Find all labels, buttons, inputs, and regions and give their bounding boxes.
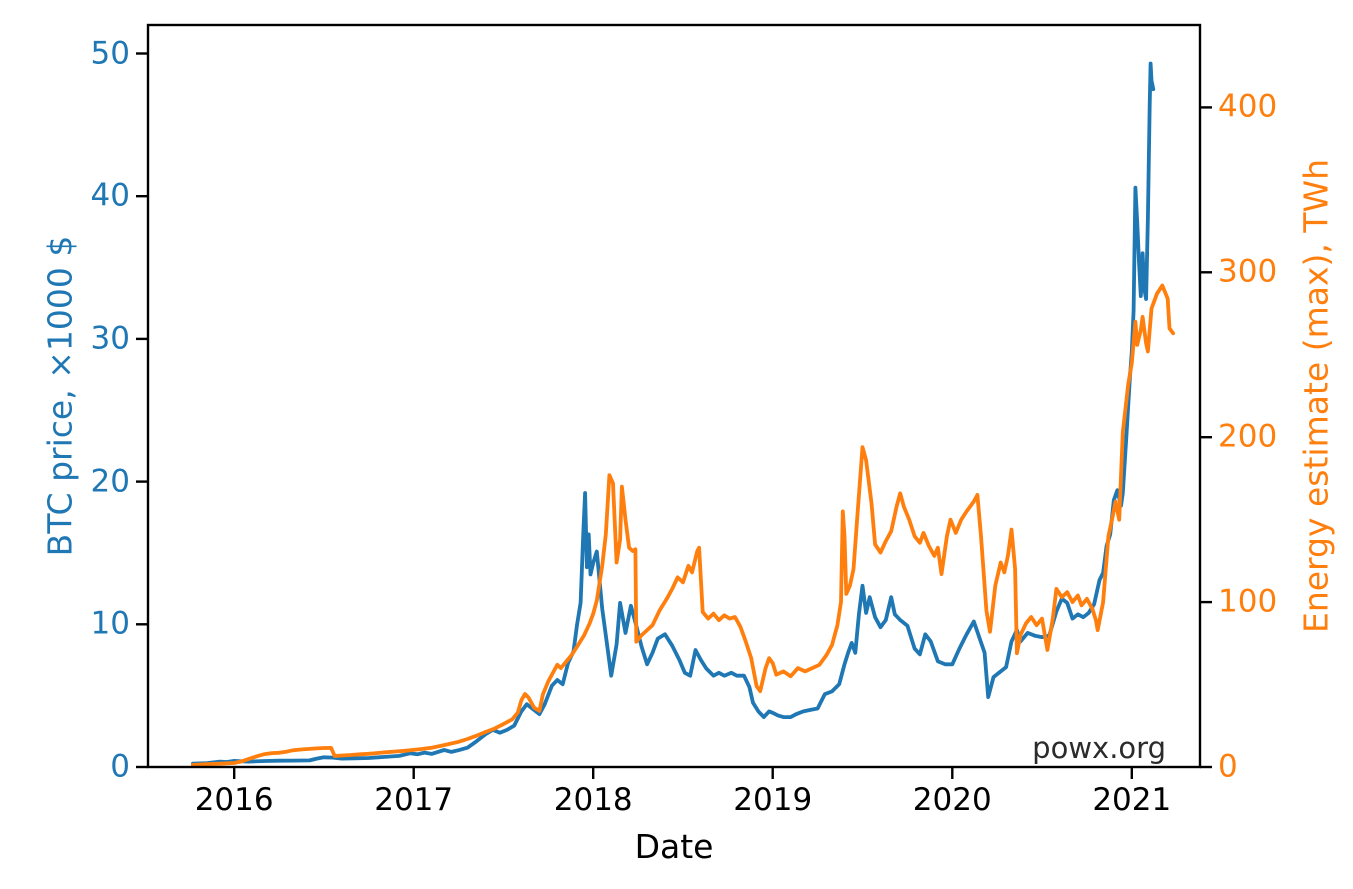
y-right-tick-label: 400 — [1218, 88, 1278, 125]
y-right-tick-label: 300 — [1218, 253, 1278, 290]
x-tick-label: 2019 — [733, 782, 813, 818]
y-left-tick-label: 30 — [90, 320, 130, 357]
y-left-axis-label: BTC price, ×1000 $ — [40, 235, 80, 557]
x-tick-label: 2018 — [553, 782, 633, 818]
tick-marks — [136, 52, 1212, 779]
y-left-tick-label: 0 — [110, 748, 130, 785]
x-tick-label: 2017 — [374, 782, 454, 818]
y-left-tick-label: 10 — [90, 605, 130, 642]
y-right-tick-label: 200 — [1218, 418, 1278, 455]
x-tick-label: 2021 — [1092, 782, 1172, 818]
energy-estimate-line — [191, 283, 1175, 767]
y-left-tick-label: 50 — [90, 35, 130, 72]
y-right-tick-label: 0 — [1218, 748, 1238, 785]
y-left-tick-label: 20 — [90, 463, 130, 500]
plot-border — [146, 23, 1202, 769]
y-right-axis-label: Energy estimate (max), TWh — [1296, 158, 1336, 634]
x-tick-label: 2020 — [912, 782, 992, 818]
y-left-tick-label: 40 — [90, 177, 130, 214]
btc-price-line — [191, 61, 1156, 766]
watermark-text: powx.org — [1032, 731, 1166, 765]
x-axis-label: Date — [634, 827, 714, 866]
y-right-tick-label: 100 — [1218, 583, 1278, 620]
x-tick-label: 2016 — [194, 782, 274, 818]
